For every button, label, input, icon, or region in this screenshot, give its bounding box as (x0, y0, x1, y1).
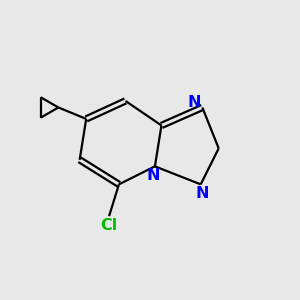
Text: N: N (196, 186, 209, 201)
Text: N: N (146, 168, 160, 183)
Text: N: N (188, 95, 201, 110)
Text: Cl: Cl (100, 218, 118, 233)
